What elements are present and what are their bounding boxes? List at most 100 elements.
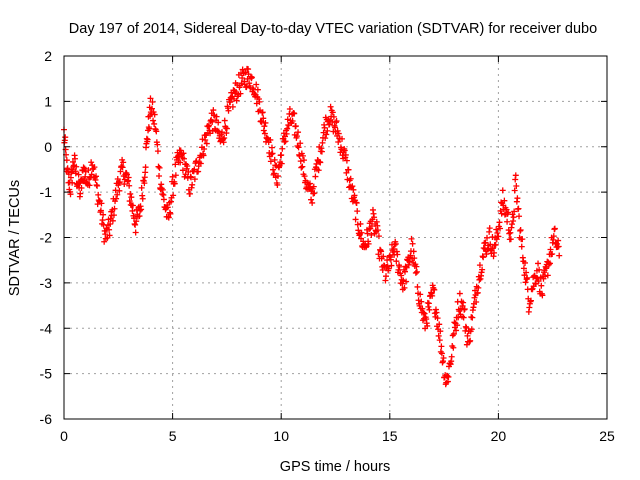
data-point xyxy=(440,355,447,362)
data-point xyxy=(315,167,322,174)
data-point xyxy=(155,163,162,170)
data-point xyxy=(524,274,531,281)
data-point xyxy=(219,129,226,136)
y-tick-label: -5 xyxy=(40,366,53,382)
data-point xyxy=(180,150,187,157)
data-point xyxy=(437,328,444,335)
data-point xyxy=(107,221,114,228)
data-point xyxy=(179,167,186,174)
data-point xyxy=(167,210,174,217)
data-point xyxy=(463,341,470,348)
data-point xyxy=(507,236,514,243)
data-point xyxy=(113,195,120,202)
data-point xyxy=(444,373,451,380)
data-point xyxy=(371,214,378,221)
data-point xyxy=(301,173,308,180)
data-point xyxy=(268,144,275,151)
data-point xyxy=(229,103,236,110)
data-point xyxy=(109,217,116,224)
data-point xyxy=(426,306,433,313)
x-tick-label: 0 xyxy=(60,428,68,444)
data-point xyxy=(106,226,113,233)
data-point xyxy=(368,222,375,229)
data-point xyxy=(327,103,334,110)
data-point xyxy=(295,144,302,151)
data-point xyxy=(339,135,346,142)
data-point xyxy=(555,243,562,250)
data-point xyxy=(319,139,326,146)
data-point xyxy=(138,206,145,213)
data-point xyxy=(189,181,196,188)
data-point xyxy=(94,182,101,189)
data-point xyxy=(129,202,136,209)
data-point xyxy=(482,239,489,246)
data-point xyxy=(116,187,123,194)
data-point xyxy=(424,322,431,329)
data-point xyxy=(267,158,274,165)
data-point xyxy=(146,125,153,132)
data-point xyxy=(322,135,329,142)
data-point xyxy=(512,172,519,179)
data-point xyxy=(518,243,525,250)
data-point xyxy=(156,164,163,171)
data-point xyxy=(343,157,350,164)
data-point xyxy=(497,207,504,214)
data-point xyxy=(147,95,154,102)
data-point xyxy=(469,314,476,321)
data-point xyxy=(313,160,320,167)
data-point xyxy=(399,280,406,287)
data-point xyxy=(154,148,161,155)
data-point xyxy=(431,286,438,293)
data-point xyxy=(260,115,267,122)
data-point xyxy=(125,174,132,181)
data-point xyxy=(513,183,520,190)
data-point xyxy=(261,130,268,137)
data-point xyxy=(278,152,285,159)
y-tick-label: -3 xyxy=(40,275,53,291)
data-point xyxy=(165,214,172,221)
data-point xyxy=(515,205,522,212)
y-tick-label: -6 xyxy=(40,411,53,427)
data-point xyxy=(394,251,401,258)
data-point xyxy=(259,109,266,116)
data-point xyxy=(504,218,511,225)
data-point xyxy=(221,117,228,124)
data-point xyxy=(460,314,467,321)
data-point xyxy=(491,249,498,256)
data-point xyxy=(483,251,490,258)
y-tick-label: 2 xyxy=(44,48,52,64)
data-point xyxy=(401,284,408,291)
data-point xyxy=(511,187,518,194)
data-point xyxy=(199,136,206,143)
data-point xyxy=(546,260,553,267)
data-point xyxy=(118,163,125,170)
data-point xyxy=(172,172,179,179)
data-point xyxy=(317,159,324,166)
data-point xyxy=(284,116,291,123)
data-point xyxy=(126,182,133,189)
data-point xyxy=(411,255,418,262)
data-point xyxy=(242,69,249,76)
data-point xyxy=(73,163,80,170)
data-point xyxy=(153,128,160,135)
data-point xyxy=(295,129,302,136)
data-point xyxy=(195,168,202,175)
data-point xyxy=(480,254,487,261)
data-point xyxy=(523,269,530,276)
data-point xyxy=(215,128,222,135)
data-point xyxy=(91,164,98,171)
data-point xyxy=(514,195,521,202)
y-tick-label: -4 xyxy=(40,320,53,336)
data-point xyxy=(156,172,163,179)
data-point xyxy=(111,205,118,212)
data-point xyxy=(86,182,93,189)
data-point xyxy=(253,81,260,88)
data-point xyxy=(133,218,140,225)
data-point xyxy=(282,138,289,145)
data-point xyxy=(393,258,400,265)
data-point xyxy=(493,226,500,233)
data-point xyxy=(522,259,529,266)
data-point xyxy=(131,215,138,222)
data-point xyxy=(144,136,151,143)
data-point xyxy=(321,124,328,131)
